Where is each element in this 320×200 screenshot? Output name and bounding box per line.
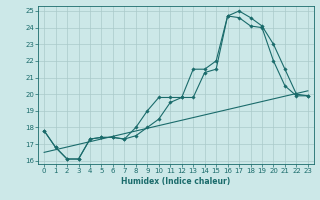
X-axis label: Humidex (Indice chaleur): Humidex (Indice chaleur) [121, 177, 231, 186]
